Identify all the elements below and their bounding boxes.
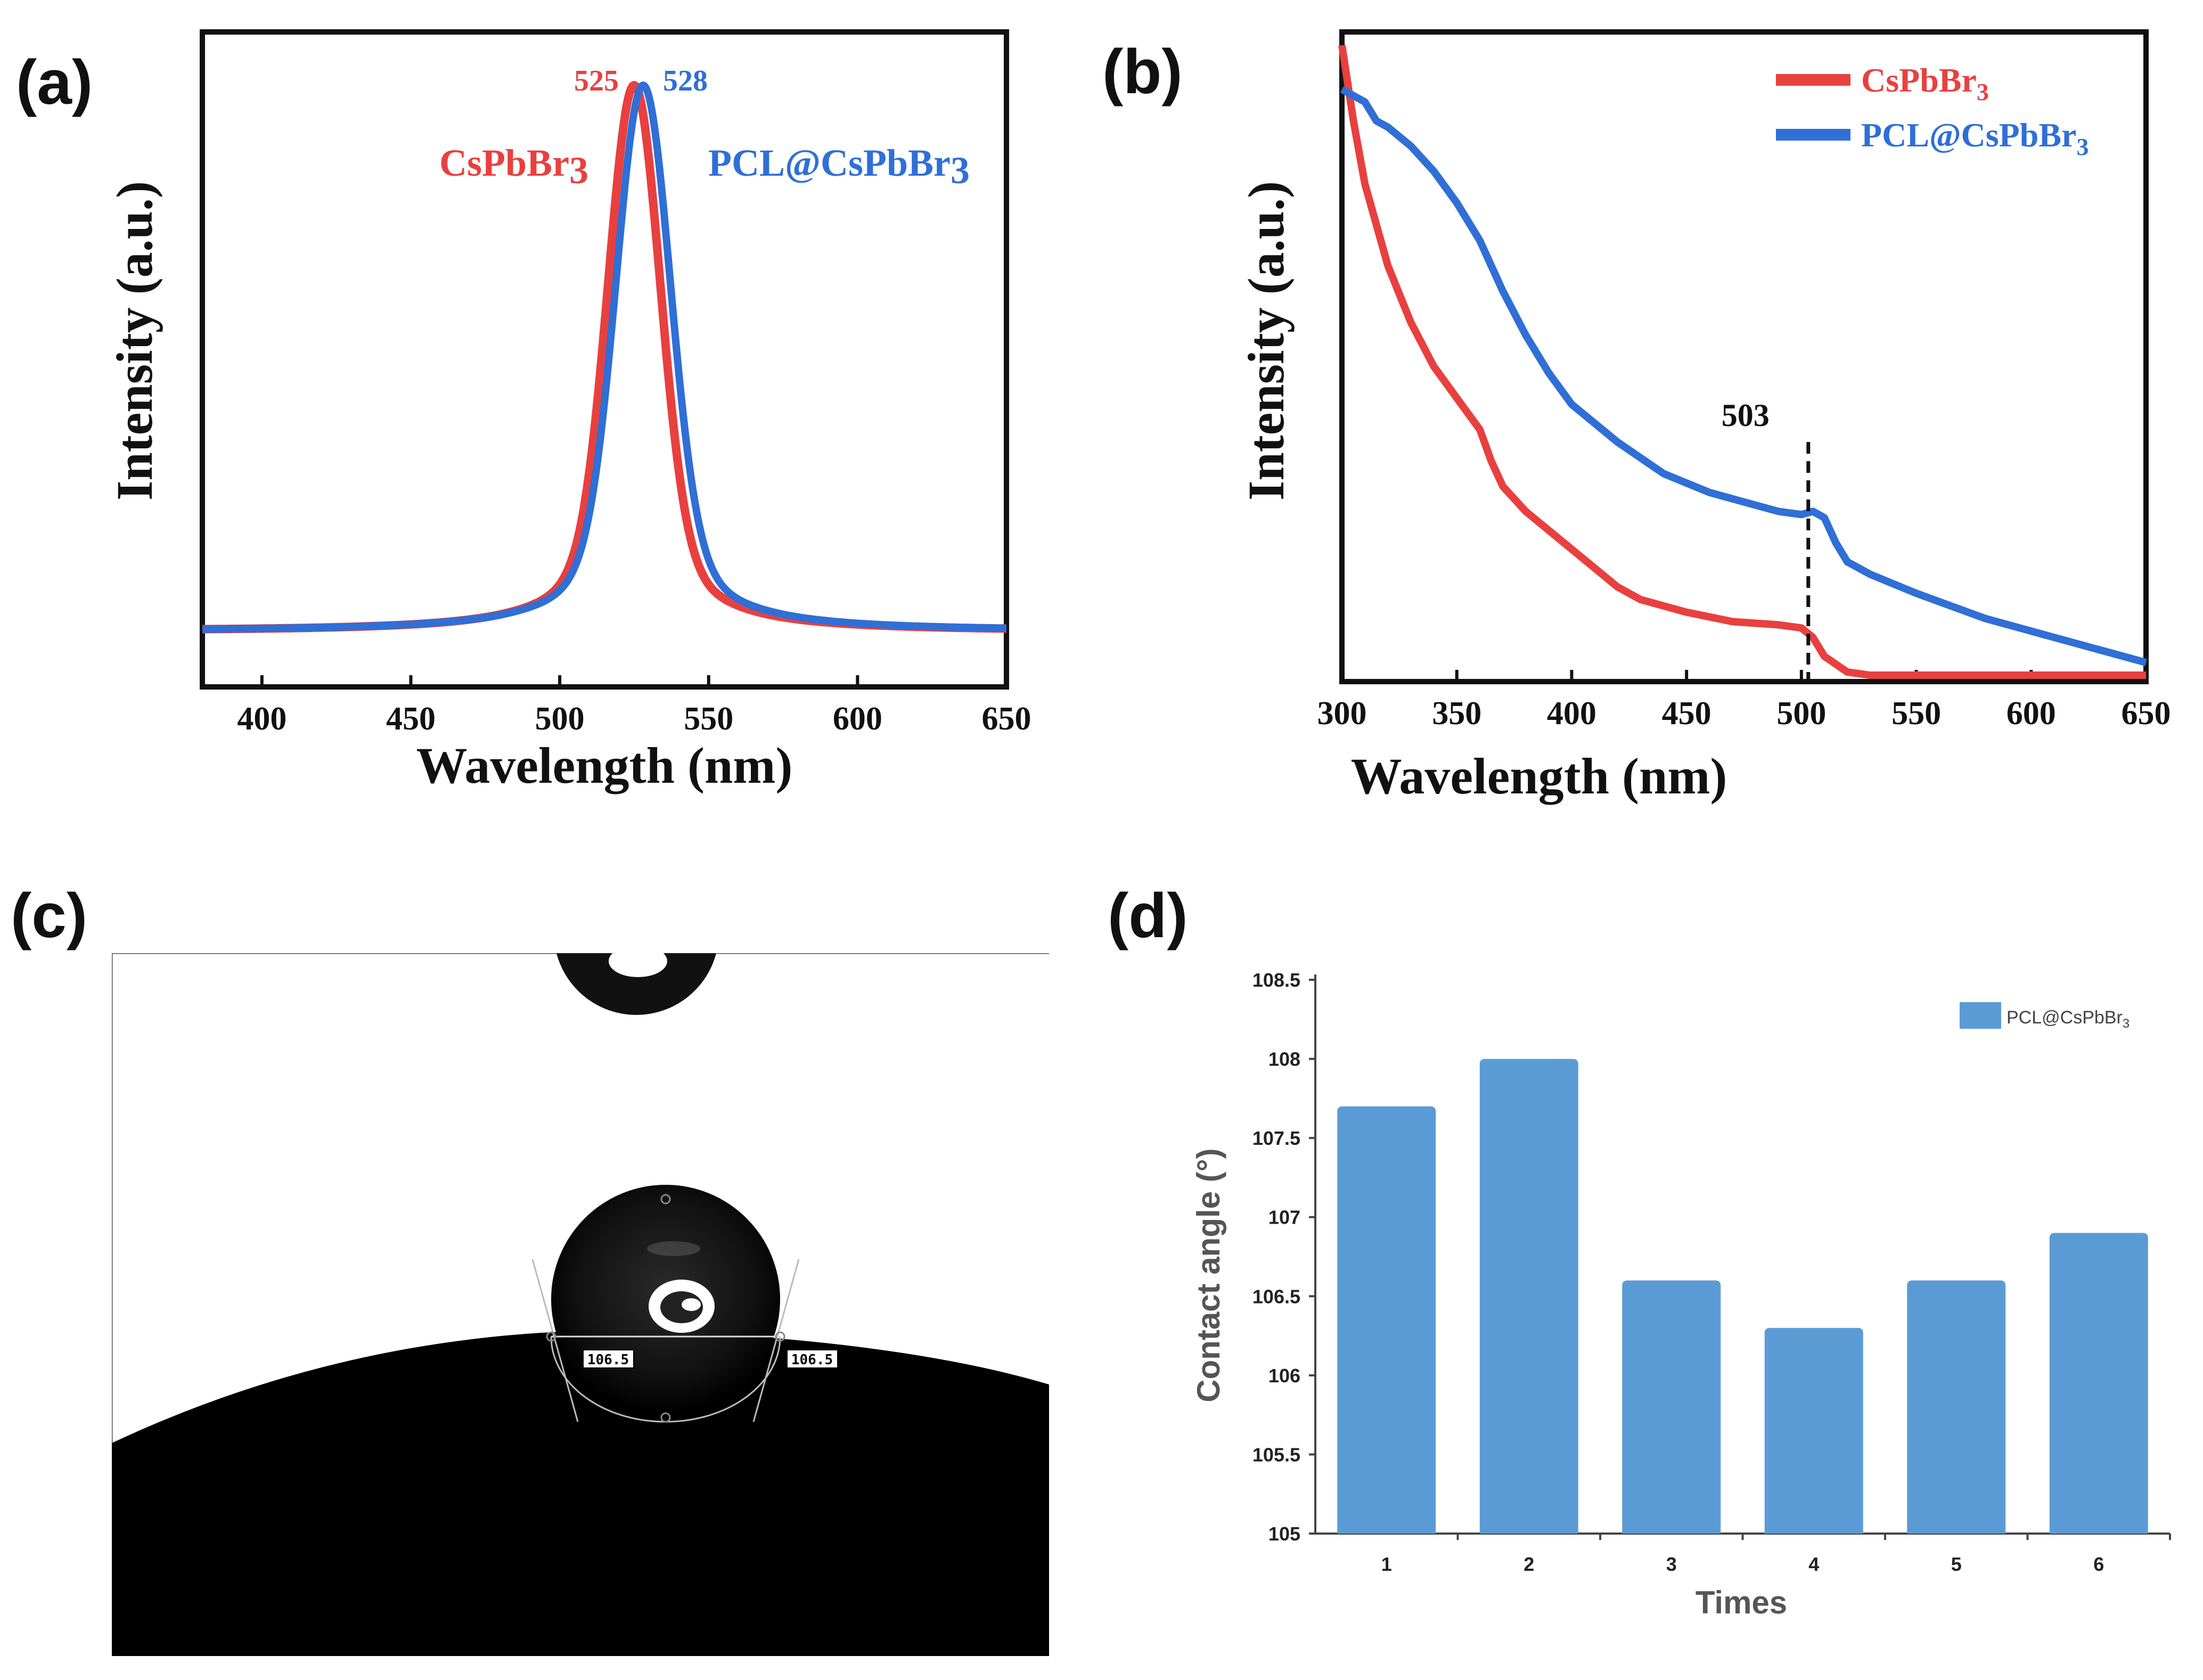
panel-c-droplet-photo: 106.5 106.5 — [112, 953, 1049, 1656]
panel-b-x-tick-label: 600 — [2007, 695, 2056, 732]
panel-b-x-title: Wavelength (nm) — [1351, 748, 1727, 805]
panel-b-503-label: 503 — [1722, 398, 1770, 433]
panel-d-y-tick-label: 107.5 — [1252, 1127, 1300, 1149]
panel-a-x-tick-label: 500 — [535, 701, 585, 737]
panel-b-x-tick-label: 500 — [1776, 695, 1826, 732]
panel-d-x-tick-label: 1 — [1381, 1553, 1392, 1575]
panel-d-bar — [1337, 1106, 1436, 1534]
panel-b-legend-blue-label: PCL@CsPbBr3 — [1861, 116, 2089, 160]
needle-droplet — [556, 953, 716, 1015]
panel-d-x-tick-label: 6 — [2093, 1553, 2104, 1575]
panel-d-y-tick-label: 108.5 — [1252, 969, 1300, 991]
panel-a-series — [199, 81, 1010, 634]
panel-b-x-tick-label: 350 — [1432, 695, 1481, 732]
panel-d-bar — [2049, 1233, 2148, 1534]
panel-d-x-title: Times — [1696, 1585, 1787, 1620]
panel-d-x-tick-label: 3 — [1666, 1553, 1677, 1575]
panel-a-x-ticks: 400 450 500 550 600 650 — [237, 675, 1031, 737]
panel-b-x-tick-label: 300 — [1317, 695, 1367, 732]
panel-d-bar — [1479, 1059, 1578, 1534]
panel-label-d: (d) — [1108, 881, 1188, 951]
panel-a-x-tick-label: 600 — [833, 701, 882, 737]
panel-d-y-tick-label: 107 — [1268, 1207, 1300, 1228]
panel-d-bar — [1764, 1327, 1863, 1534]
panel-b-legend-red-label: CsPbBr3 — [1861, 61, 1989, 105]
panel-a-peak-label-blue: 528 — [663, 64, 708, 97]
panel-a-x-tick-label: 550 — [684, 701, 733, 737]
panel-a-x-title: Wavelength (nm) — [416, 737, 793, 794]
panel-d-y-tick-label: 106.5 — [1252, 1285, 1300, 1307]
panel-a-x-tick-label: 450 — [386, 701, 436, 737]
panel-d-x-tick-label: 5 — [1951, 1553, 1962, 1575]
panel-label-b: (b) — [1102, 37, 1183, 107]
panel-a-peak-label-red: 525 — [574, 64, 619, 97]
panel-a-y-title: Intensity (a.u.) — [106, 181, 163, 501]
panel-a-chart: 400 450 500 550 600 650 Wavelength (nm) Inten… — [106, 29, 1031, 794]
panel-b-x-tick-label: 400 — [1547, 695, 1596, 732]
panel-b-frame — [1339, 29, 2149, 684]
panel-d-y-tick-label: 105.5 — [1252, 1444, 1300, 1465]
panel-d-x-tick-label: 4 — [1808, 1553, 1819, 1575]
panel-label-a: (a) — [16, 47, 93, 118]
panel-label-c: (c) — [11, 881, 87, 951]
panel-a-series-label-blue: PCL@CsPbBr3 — [708, 142, 970, 192]
panel-d-legend-swatch — [1960, 1002, 2001, 1029]
panel-b-y-title: Intensity (a.u.) — [1238, 181, 1295, 501]
panel-b-x-tick-label: 450 — [1662, 695, 1711, 732]
panel-d-y-tick-label: 106 — [1268, 1365, 1300, 1387]
angle-tag-left — [583, 1349, 634, 1368]
panel-b-x-tick-label: 650 — [2122, 695, 2171, 732]
panel-d-y-tick-label: 105 — [1268, 1523, 1300, 1545]
panel-d-bar — [1907, 1280, 2006, 1534]
panel-d-x-tick-label: 2 — [1524, 1553, 1534, 1575]
panel-a-x-tick-label: 400 — [237, 701, 286, 737]
panel-b-x-ticks: 300 350 400 450 500 550 600 650 — [1317, 670, 2171, 732]
angle-value-left: 106.5 — [587, 1352, 629, 1368]
panel-d-x-ticks: 1 2 3 4 5 6 — [1381, 1534, 2171, 1575]
panel-d-bars — [1337, 1059, 2148, 1534]
angle-value-right: 106.5 — [791, 1352, 833, 1368]
angle-tag-right — [787, 1349, 838, 1368]
panel-b-chart: 300 350 400 450 500 550 600 650 503 Wavelength … — [1238, 29, 2171, 805]
panel-d-y-title: Contact angle (°) — [1191, 1148, 1226, 1402]
panel-a-series-label-red: CsPbBr3 — [439, 142, 588, 192]
panel-b-series-line-blue — [1340, 86, 2147, 667]
panel-b-x-tick-label: 550 — [1891, 695, 1941, 732]
panel-d-y-ticks: 105 105.5 106 106.5 107 107.5 108 108.5 — [1252, 969, 1315, 1545]
substrate — [112, 1330, 1049, 1656]
panel-d-legend-label: PCL@CsPbBr3 — [2007, 1007, 2130, 1031]
panel-d-bar — [1622, 1280, 1721, 1534]
panel-b-series — [1338, 44, 2147, 679]
panel-b-series-line-red — [1338, 44, 2146, 679]
panel-d-y-tick-label: 108 — [1268, 1048, 1300, 1070]
panel-a-series-line-blue — [200, 81, 1009, 633]
panel-a-x-tick-label: 650 — [982, 701, 1031, 737]
